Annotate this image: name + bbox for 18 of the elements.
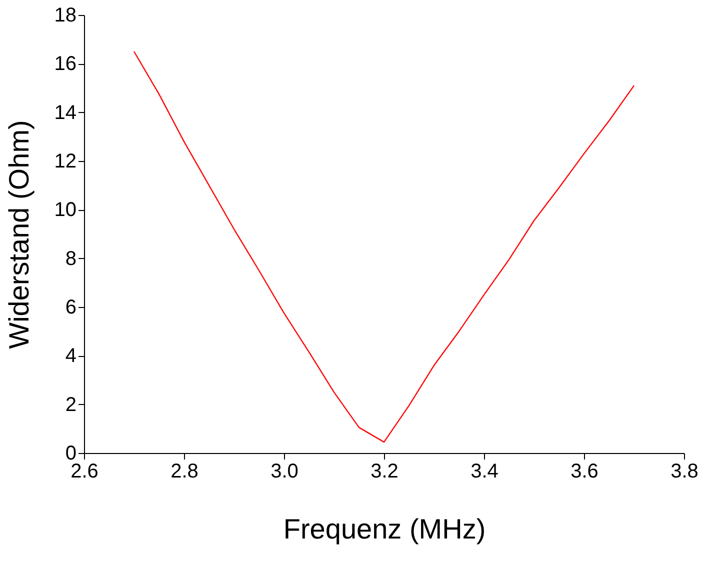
y-tick-label: 6: [65, 296, 76, 318]
x-axis-title: Frequenz (MHz): [283, 514, 486, 544]
y-tick-label: 2: [65, 394, 76, 416]
y-tick-label: 10: [54, 199, 76, 222]
y-tick-label: 18: [54, 4, 76, 26]
y-tick-label: 14: [54, 102, 76, 124]
line-series: [133, 50, 635, 443]
x-tick-label: 3.2: [370, 460, 398, 482]
x-tick-label: 3.0: [270, 460, 298, 482]
x-tick-label: 2.8: [170, 460, 198, 482]
x-tick-label: 3.6: [570, 460, 598, 482]
x-tick-label: 3.4: [470, 460, 498, 482]
y-tick-label: 4: [65, 345, 76, 368]
y-tick-label: 12: [54, 150, 76, 172]
y-axis-title: Widerstand (Ohm): [3, 120, 34, 349]
y-tick-label: 8: [65, 248, 76, 270]
x-tick-label: 3.8: [670, 460, 698, 482]
y-tick-label: 16: [54, 53, 76, 76]
